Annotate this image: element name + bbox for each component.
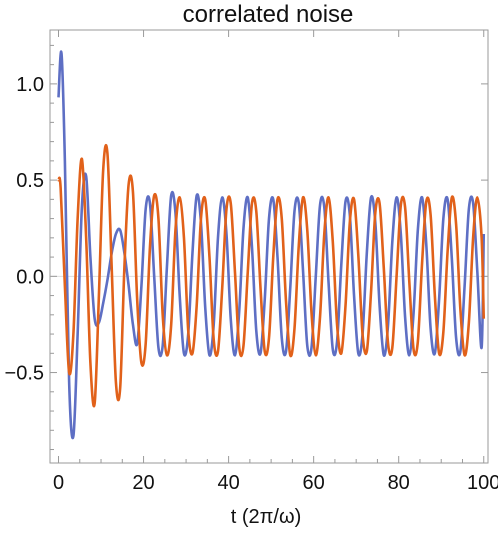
plot-area: 0 20 40 60 80 100 −0.5 0.0 0.5 1.0 [5,29,498,494]
plot-frame [49,29,489,464]
x-tick-label: 60 [303,472,325,494]
x-tick-label: 40 [217,472,239,494]
series-line-1 [57,50,486,440]
y-tick-label: 0.5 [16,170,44,192]
x-tick-label: 80 [388,472,410,494]
x-axis-label: t (2π/ω) [231,506,302,528]
x-tick-label: 20 [132,472,154,494]
y-tick-label: 0.0 [16,266,44,288]
y-tick-label: 1.0 [16,74,44,96]
x-tick-label: 100 [467,472,498,494]
chart-title: correlated noise [183,1,354,28]
y-tick-label: −0.5 [5,363,44,385]
x-tick-label: 0 [53,472,64,494]
series-line-2 [57,144,486,408]
